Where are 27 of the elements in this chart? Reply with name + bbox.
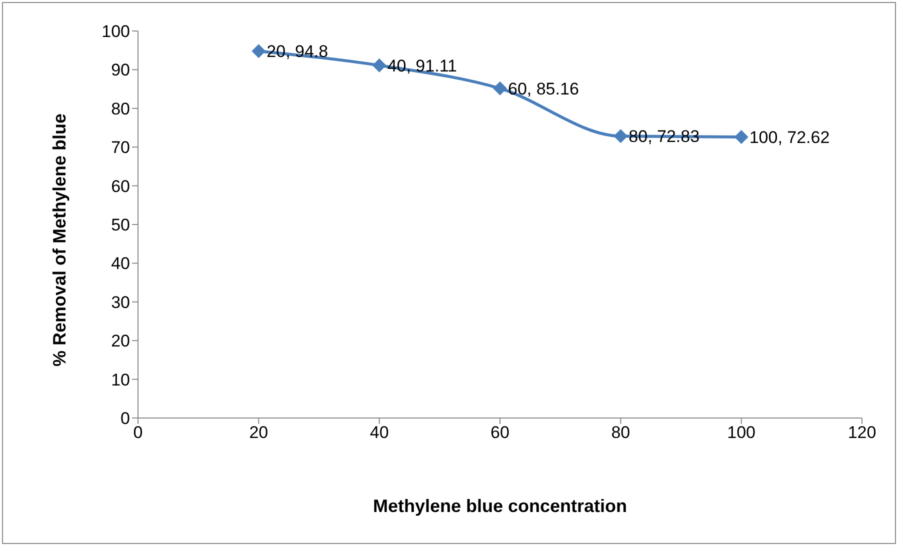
- y-tick-label: 90: [111, 60, 130, 80]
- y-tick-label: 50: [111, 216, 130, 235]
- x-tick-label: 80: [611, 423, 630, 442]
- y-tick-label: 70: [111, 138, 130, 158]
- data-label: 100, 72.62: [749, 128, 830, 147]
- y-tick-label: 100: [102, 22, 130, 42]
- x-tick-label: 120: [848, 423, 876, 442]
- point: [614, 129, 628, 144]
- point: [372, 58, 386, 72]
- x-tick-label: 0: [133, 423, 143, 442]
- point: [493, 81, 507, 96]
- y-tick-label: 10: [111, 370, 130, 390]
- data-label: 60, 85.16: [508, 79, 579, 98]
- point: [734, 130, 748, 144]
- y-tick-label: 20: [111, 332, 130, 351]
- x-tick-label: 40: [370, 423, 389, 442]
- y-axis-title: % Removal of Methylene blue: [50, 113, 70, 367]
- point: [252, 44, 266, 58]
- y-tick-label: 0: [120, 409, 130, 428]
- y-tick-label: 60: [111, 176, 130, 196]
- x-axis-title: Methylene blue concentration: [372, 496, 628, 517]
- y-tick-label: 40: [111, 254, 130, 274]
- y-tick-label: 30: [111, 292, 130, 312]
- x-tick-label: 20: [249, 423, 268, 442]
- y-tick-label: 80: [111, 99, 130, 118]
- x-tick-label: 60: [490, 423, 510, 442]
- x-tick-label: 100: [727, 423, 756, 442]
